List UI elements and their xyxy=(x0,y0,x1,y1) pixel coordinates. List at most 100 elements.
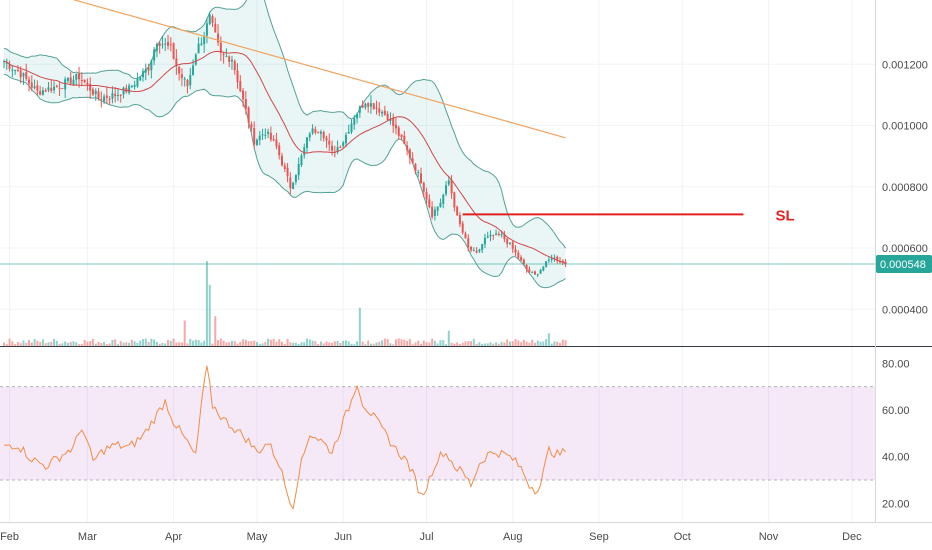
candle-body xyxy=(192,65,195,75)
candle-body xyxy=(91,89,94,95)
candle-body xyxy=(442,194,445,204)
candle-body xyxy=(78,73,81,80)
candle-body xyxy=(356,114,359,119)
candle-body xyxy=(281,155,283,166)
candle-body xyxy=(431,206,434,217)
volume-bar xyxy=(386,339,389,346)
candle-body xyxy=(503,234,506,240)
candle-body xyxy=(200,43,203,45)
volume-bar xyxy=(539,341,542,346)
volume-bar xyxy=(450,342,453,346)
volume-bar xyxy=(130,339,133,346)
volume-bar xyxy=(436,343,439,346)
volume-bar xyxy=(164,343,167,346)
volume-bar xyxy=(495,342,498,346)
candle-body xyxy=(361,105,364,108)
candle-body xyxy=(55,85,58,87)
volume-bar xyxy=(533,342,536,346)
candle-body xyxy=(517,252,520,258)
volume-bar xyxy=(11,341,14,346)
candle-body xyxy=(489,234,492,237)
volume-bar xyxy=(261,343,264,346)
candle-body xyxy=(495,233,498,235)
time-tick-label: Oct xyxy=(674,531,691,543)
volume-bar xyxy=(214,316,217,346)
bollinger-lower xyxy=(3,73,566,289)
stop-loss-annotation[interactable]: SL xyxy=(462,207,795,224)
candle-body xyxy=(511,242,514,249)
candle-body xyxy=(381,111,384,114)
volume-bar xyxy=(105,344,108,346)
candle-body xyxy=(467,238,470,248)
candle-body xyxy=(75,73,78,80)
candle-body xyxy=(183,78,186,80)
last-price-value: 0.000548 xyxy=(880,259,926,271)
candle-body xyxy=(550,258,553,261)
candle-body xyxy=(97,91,100,99)
volume-bar xyxy=(406,340,409,346)
volume-bar xyxy=(325,341,328,346)
volume-bar xyxy=(211,343,214,346)
candle-body xyxy=(294,174,297,182)
candle-body xyxy=(303,147,306,156)
volume-bar xyxy=(167,339,170,346)
candle-body xyxy=(30,82,33,88)
time-tick-label: Nov xyxy=(759,531,779,543)
volume-bar xyxy=(150,338,153,346)
candle-body xyxy=(392,117,395,126)
candle-body xyxy=(386,113,389,121)
candle-body xyxy=(375,107,378,109)
volume-bar xyxy=(44,343,47,346)
candle-body xyxy=(561,260,564,262)
volume-bar xyxy=(58,343,61,346)
volume-bar xyxy=(520,342,523,346)
candle-body xyxy=(225,56,228,58)
price-axis[interactable]: 0.001200 0.001000 0.000800 0.000600 0.000400 xyxy=(882,59,928,316)
rsi-band xyxy=(0,386,875,481)
volume-bar xyxy=(217,340,220,346)
time-tick-label: Sep xyxy=(589,531,609,543)
time-axis[interactable]: Feb Mar Apr May Jun Jul Aug Sep Oct Nov Dec xyxy=(0,531,862,543)
candle-body xyxy=(311,128,314,134)
volume-bar xyxy=(517,340,520,346)
volume-bar xyxy=(61,343,64,346)
candle-body xyxy=(103,96,106,102)
candle-body xyxy=(528,269,531,272)
volume-bar xyxy=(500,341,503,346)
candle-body xyxy=(397,127,400,136)
volume-bar xyxy=(292,342,295,346)
volume-bar xyxy=(91,338,94,346)
candle-body xyxy=(222,53,225,55)
volume-bar xyxy=(230,340,233,346)
volume-bar xyxy=(155,341,158,346)
candle-body xyxy=(500,234,503,236)
candle-body xyxy=(47,87,50,91)
candle-body xyxy=(158,43,161,47)
volume-bar xyxy=(475,343,478,346)
volume-bar xyxy=(333,341,336,346)
candle-body xyxy=(336,147,339,152)
candle-body xyxy=(520,257,523,261)
volume-bar xyxy=(467,341,470,346)
candle-body xyxy=(53,86,56,91)
rsi-axis[interactable]: 80.00 60.00 40.00 20.00 xyxy=(882,358,910,510)
volume-bar xyxy=(486,343,489,346)
volume-bar xyxy=(556,341,559,346)
price-gridlines xyxy=(0,0,875,522)
candle-body xyxy=(94,90,97,95)
candle-body xyxy=(506,238,509,244)
volume-bar xyxy=(153,339,156,346)
volume-bar xyxy=(417,340,420,346)
volume-bar xyxy=(197,340,200,346)
candle-body xyxy=(64,79,67,90)
volume-bar xyxy=(336,340,339,346)
volume-bar xyxy=(133,341,136,346)
candle-body xyxy=(139,77,142,81)
candle-body xyxy=(486,236,489,238)
volume-bar xyxy=(547,333,550,346)
volume-bar xyxy=(128,342,131,346)
volume-bar xyxy=(392,344,395,346)
volume-bar xyxy=(66,342,69,346)
volume-bar xyxy=(247,341,250,346)
